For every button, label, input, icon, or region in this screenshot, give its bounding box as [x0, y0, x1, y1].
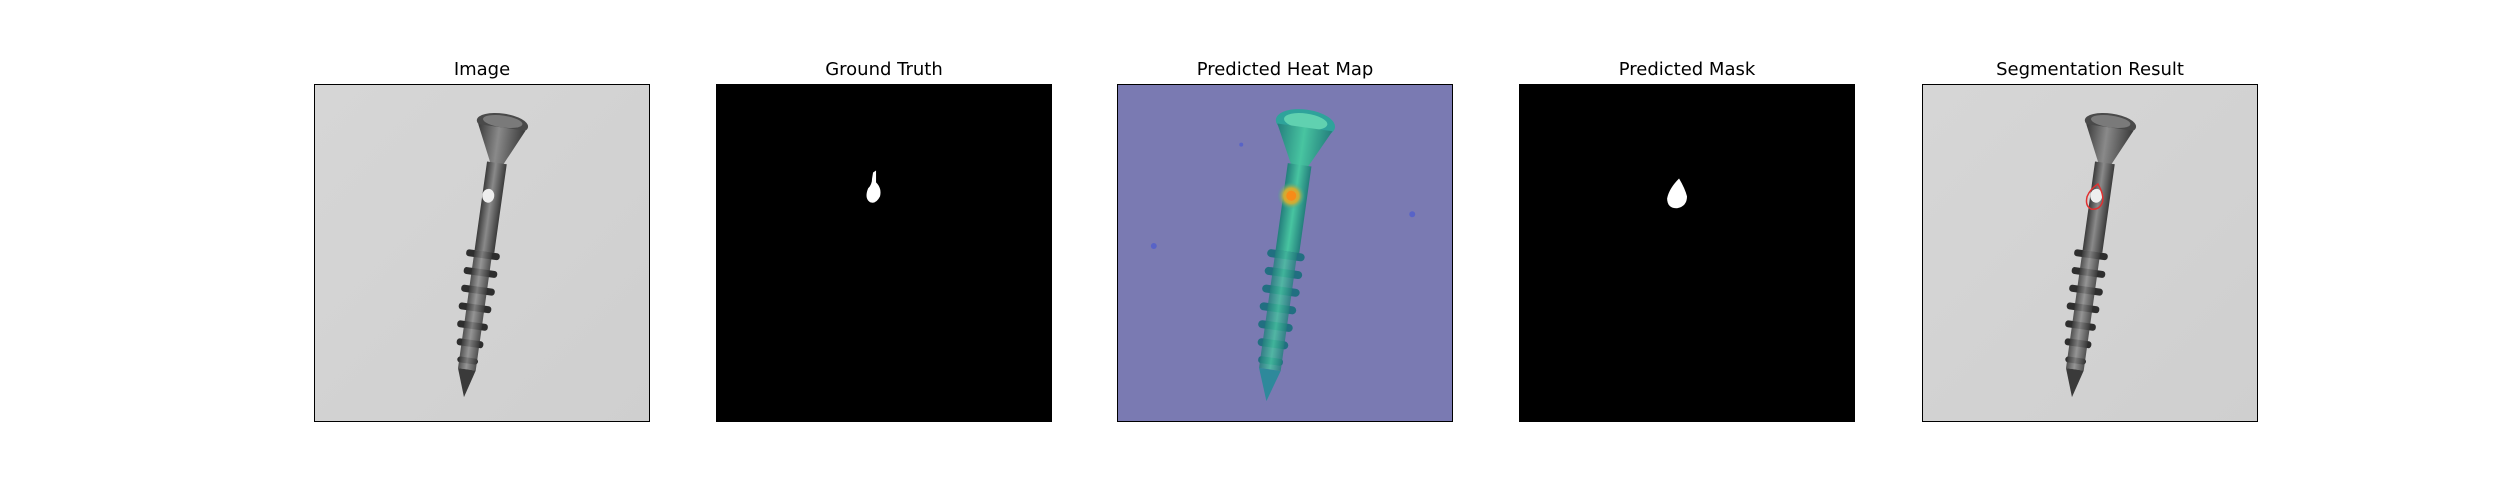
defect-contour: [2085, 182, 2104, 211]
defect-region: [866, 170, 881, 203]
predicted-mask-panel: [1519, 84, 1855, 422]
segmentation-image: [1923, 85, 2257, 421]
predicted-mask: [1520, 85, 1854, 421]
panel-title-ground-truth: Ground Truth: [825, 59, 943, 80]
predicted-defect-region: [1667, 178, 1687, 209]
panel-title-predicted-mask: Predicted Mask: [1618, 59, 1756, 80]
segmentation-panel: [1922, 84, 2258, 422]
image-panel: [314, 84, 650, 422]
heatmap-panel: [1117, 84, 1453, 422]
screw: [456, 112, 529, 398]
heatmap-image: [1118, 85, 1452, 421]
panel-title-heatmap: Predicted Heat Map: [1196, 59, 1374, 80]
ground-truth-mask: [717, 85, 1051, 421]
screw-image: [315, 85, 649, 421]
panel-title-segmentation: Segmentation Result: [1996, 59, 2184, 80]
ground-truth-panel: [716, 84, 1052, 422]
panel-title-image: Image: [453, 59, 511, 80]
